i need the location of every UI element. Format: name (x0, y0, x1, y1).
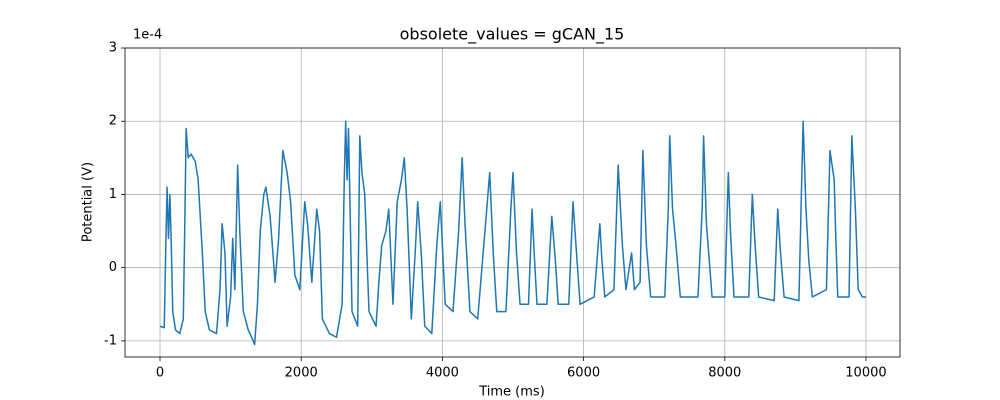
chart-title: obsolete_values = gCAN_15 (400, 25, 625, 45)
x-tick-label: 2000 (285, 366, 318, 381)
y-tick-label: 0 (109, 260, 117, 275)
x-tick-label: 10000 (845, 366, 886, 381)
y-offset-label: 1e-4 (133, 28, 162, 43)
x-tick-label: 4000 (426, 366, 459, 381)
x-tick-label: 0 (156, 366, 164, 381)
y-tick-label: -1 (104, 333, 117, 348)
data-line (159, 120, 866, 346)
y-tick-label: 1 (109, 187, 117, 202)
plot-frame (124, 47, 901, 358)
x-tick-label: 6000 (567, 366, 600, 381)
y-axis-label: Potential (V) (81, 162, 96, 242)
y-tick-label: 2 (109, 114, 117, 129)
y-tick-label: 3 (109, 41, 117, 56)
x-axis-label: Time (ms) (478, 385, 545, 400)
x-tick-label: 8000 (708, 366, 741, 381)
